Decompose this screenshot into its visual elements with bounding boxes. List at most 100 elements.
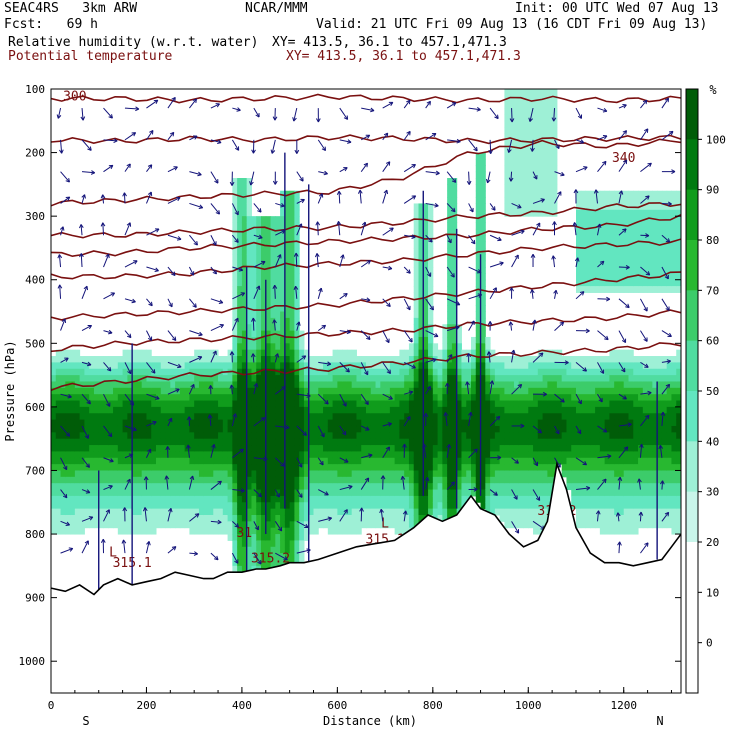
rh-cell	[504, 464, 510, 471]
rh-cell	[237, 184, 243, 192]
rh-cell	[337, 508, 343, 516]
rh-cell	[528, 375, 534, 382]
rh-cell	[418, 413, 424, 421]
rh-cell	[280, 375, 286, 382]
rh-cell	[141, 419, 147, 427]
rh-cell	[547, 152, 553, 160]
rh-cell	[628, 432, 634, 440]
rh-cell	[676, 425, 681, 433]
rh-cell	[461, 483, 467, 491]
rh-cell	[232, 317, 238, 325]
rh-cell	[198, 425, 205, 433]
rh-cell	[246, 413, 252, 421]
rh-cell	[590, 279, 596, 287]
rh-cell	[132, 375, 138, 382]
wind-arrowhead	[126, 333, 132, 339]
rh-cell	[79, 381, 85, 389]
rh-cell	[265, 406, 272, 414]
rh-cell	[447, 362, 453, 370]
rh-cell	[628, 381, 634, 389]
rh-cell	[571, 476, 577, 484]
rh-cell	[146, 445, 152, 452]
rh-cell	[342, 375, 348, 382]
rh-cell	[661, 279, 668, 287]
rh-cell	[537, 464, 544, 471]
wind-arrowhead	[106, 402, 111, 407]
rh-cell	[165, 375, 171, 382]
rh-cell	[528, 356, 534, 363]
rh-cell	[404, 362, 410, 370]
rh-cell	[628, 413, 634, 421]
rh-cell	[55, 445, 62, 452]
rh-cell	[509, 209, 515, 217]
rh-cell	[294, 311, 300, 319]
rh-cell	[261, 432, 267, 440]
rh-cell	[203, 502, 209, 510]
rh-cell	[280, 425, 286, 433]
rh-cell	[351, 387, 357, 395]
rh-cell	[184, 508, 190, 516]
rh-cell	[237, 489, 243, 497]
rh-cell	[652, 241, 658, 249]
rh-cell	[289, 209, 295, 217]
rh-cell	[323, 400, 329, 408]
rh-cell	[542, 171, 548, 179]
rh-cell	[537, 451, 544, 459]
rh-cell	[480, 368, 486, 376]
rh-cell	[289, 267, 295, 274]
rh-cell	[542, 445, 548, 452]
rh-cell	[599, 489, 606, 497]
rh-cell	[346, 457, 353, 465]
rh-cell	[194, 387, 200, 395]
rh-cell	[451, 184, 458, 192]
rh-cell	[323, 381, 329, 389]
rh-cell	[127, 349, 133, 357]
rh-cell	[552, 120, 558, 128]
rh-cell	[270, 336, 276, 344]
rh-cell	[471, 336, 477, 344]
rh-cell	[509, 368, 515, 376]
rh-cell	[136, 406, 143, 414]
rh-cell	[652, 267, 658, 274]
rh-cell	[638, 521, 644, 529]
rh-cell	[303, 534, 310, 541]
rh-cell	[103, 406, 109, 414]
rh-cell	[170, 362, 176, 370]
rh-cell	[122, 368, 128, 376]
rh-cell	[113, 476, 119, 484]
rh-cell	[428, 362, 434, 370]
rh-cell	[618, 495, 625, 503]
rh-cell	[346, 527, 353, 535]
rh-cell	[456, 470, 462, 478]
rh-cell	[108, 375, 114, 382]
rh-cell	[218, 521, 224, 529]
rh-cell	[346, 368, 353, 376]
rh-cell	[261, 216, 267, 224]
rh-cell	[175, 406, 181, 414]
rh-cell	[189, 495, 195, 503]
rh-cell	[499, 476, 505, 484]
rh-cell	[642, 521, 649, 529]
rh-cell	[156, 387, 162, 395]
rh-cell	[480, 394, 486, 402]
rh-cell	[213, 483, 219, 491]
rh-cell	[246, 470, 252, 478]
rh-cell	[413, 502, 419, 510]
rh-cell	[108, 457, 114, 465]
rh-cell	[284, 286, 291, 293]
rh-cell	[275, 336, 281, 344]
wind-arrowhead	[87, 324, 93, 330]
rh-cell	[399, 445, 405, 452]
rh-cell	[528, 425, 534, 433]
rh-cell	[456, 413, 462, 421]
rh-cell	[504, 101, 510, 109]
rh-cell	[165, 400, 171, 408]
rh-cell	[351, 527, 357, 535]
rh-cell	[256, 317, 262, 325]
rh-cell	[480, 470, 486, 478]
wind-arrowhead	[105, 509, 110, 514]
rh-cell	[571, 394, 577, 402]
rh-cell	[504, 184, 510, 192]
rh-cell	[51, 356, 57, 363]
rh-cell	[661, 445, 668, 452]
